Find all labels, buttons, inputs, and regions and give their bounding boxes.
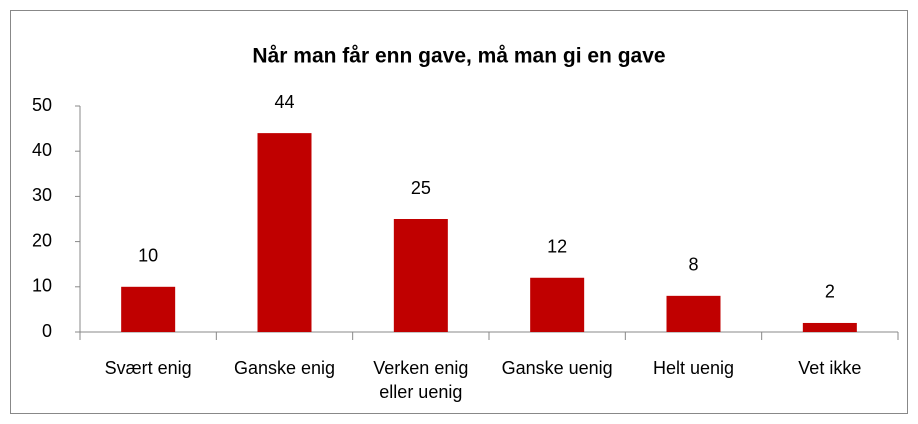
data-label: 2	[825, 282, 835, 302]
y-tick-label: 50	[32, 95, 52, 115]
x-tick-label: Helt uenig	[652, 358, 735, 378]
bar	[121, 286, 176, 332]
chart-border	[10, 10, 908, 414]
x-tick-label: Ganske uenig	[501, 358, 613, 378]
data-label: 8	[688, 255, 698, 275]
y-tick-label: 30	[32, 185, 52, 205]
bar	[393, 219, 448, 332]
bar	[802, 322, 857, 332]
x-tick-label: Ganske enig	[233, 358, 336, 378]
data-label: 25	[411, 178, 431, 198]
y-tick-label: 40	[32, 140, 52, 160]
bar	[666, 295, 721, 332]
chart-title: Når man får enn gave, må man gi en gave	[252, 45, 665, 68]
data-label: 12	[547, 237, 567, 257]
x-tick-label: Verken enig eller uenig	[373, 358, 469, 402]
data-label: 44	[274, 92, 294, 112]
bar	[530, 277, 585, 332]
y-tick-label: 10	[32, 276, 52, 296]
bar	[257, 133, 312, 332]
x-tick-label: Svært enig	[104, 358, 192, 378]
x-tick-label: Vet ikke	[798, 358, 862, 378]
y-tick-label: 20	[32, 230, 52, 250]
y-tick-label: 0	[42, 321, 52, 341]
data-label: 10	[138, 246, 158, 266]
